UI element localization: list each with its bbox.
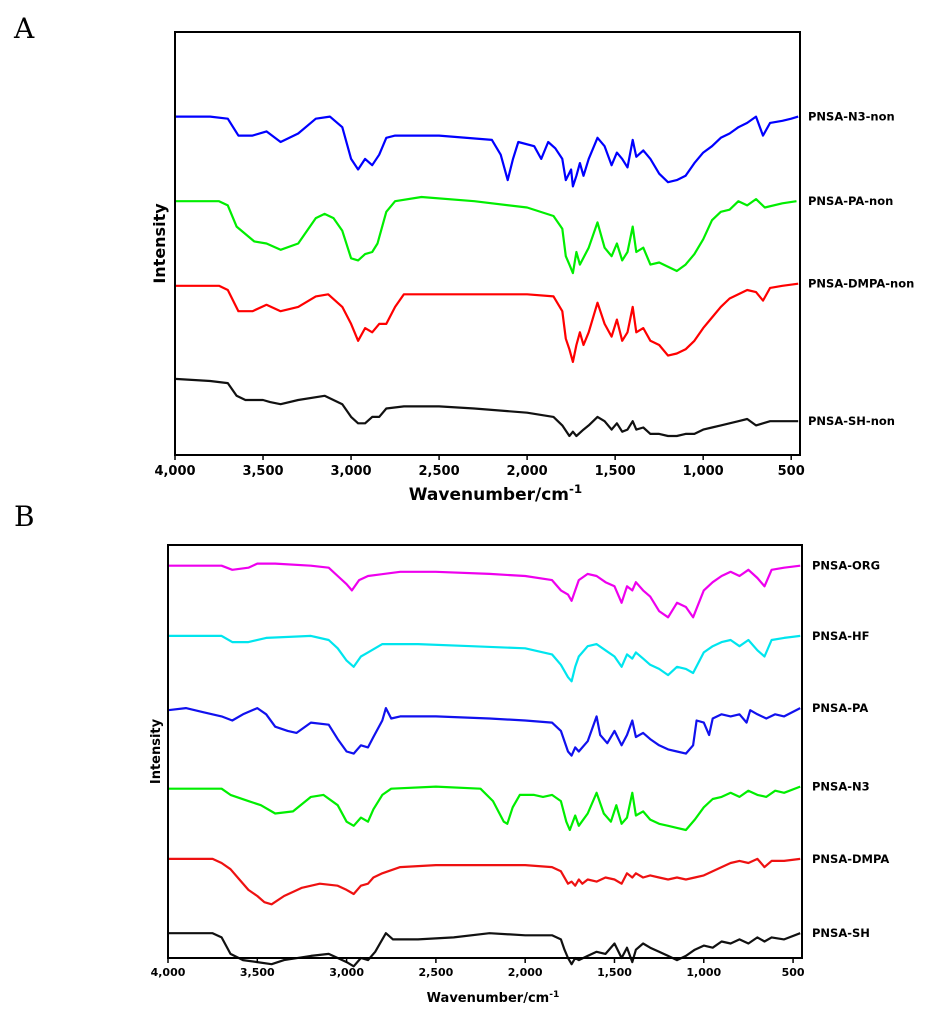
x-tick-label: 3,000 [330,464,371,479]
series-line-pnsa-dmpa-non [175,282,799,363]
plot-frame [174,31,801,456]
x-tick-label: 2,000 [507,464,548,479]
series-label-pnsa-pa-non: PNSA-PA-non [808,194,893,208]
x-axis-label: Wavenumber/cm-1 [409,482,582,505]
series-label-pnsa-sh-non: PNSA-SH-non [808,414,895,428]
panel-letter-b: B [14,500,35,533]
x-tick-label: 1,500 [595,464,636,479]
series-line-pnsa-n3-non [175,115,799,188]
series-label-pnsa-n3-non: PNSA-N3-non [808,110,895,124]
series-line-pnsa-sh-non [174,377,799,438]
x-tick-label: 1,000 [683,464,724,479]
x-tick-label: 4,000 [154,464,195,479]
x-tick-label: 2,500 [419,464,460,479]
x-tick-label: 3,500 [242,464,283,479]
panel-letter-a: A [14,12,35,45]
series-label-pnsa-dmpa-non: PNSA-DMPA-non [808,277,914,291]
x-tick-label: 500 [778,464,805,479]
y-axis-label: Intensity [150,203,169,284]
series-line-pnsa-pa-non [175,195,797,275]
